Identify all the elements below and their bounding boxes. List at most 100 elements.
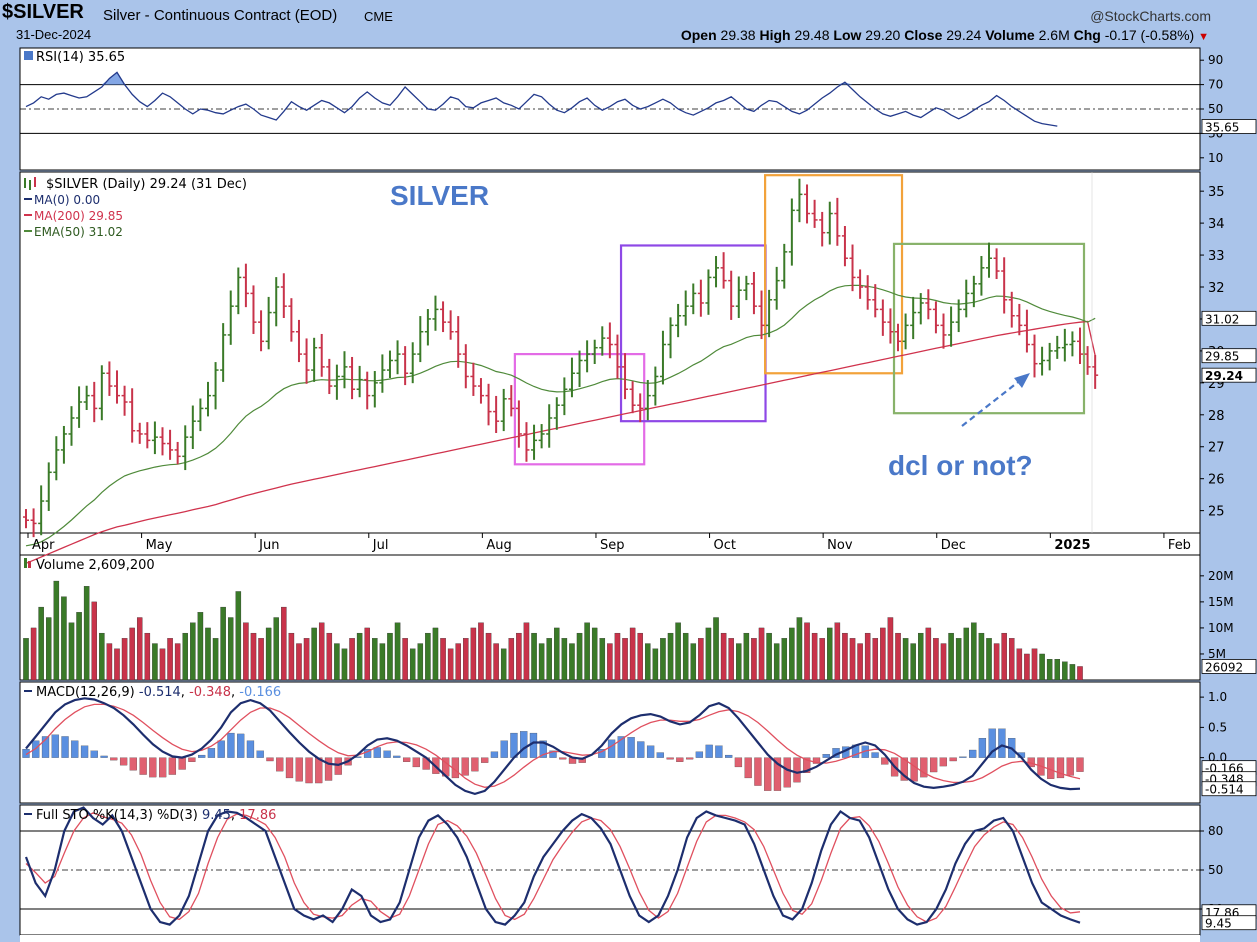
volume-bar bbox=[129, 627, 135, 681]
macd-histogram-bar bbox=[646, 745, 655, 758]
macd-histogram-bar bbox=[627, 737, 635, 758]
volume-tick-label: 10M bbox=[1208, 621, 1234, 635]
volume-bar bbox=[872, 638, 879, 681]
volume-bar bbox=[561, 638, 568, 681]
volume-bar bbox=[379, 643, 386, 681]
volume-bar bbox=[425, 632, 431, 681]
rsi-tick-label: 50 bbox=[1208, 102, 1223, 116]
price-legend-symbol: $SILVER (Daily) 29.24 (31 Dec) bbox=[46, 177, 247, 192]
macd-legend-name: MACD(12,26,9) bbox=[36, 685, 139, 700]
macd-histogram-bar bbox=[315, 757, 323, 784]
volume-bar bbox=[349, 638, 355, 681]
volume-bar bbox=[569, 643, 575, 681]
volume-bar bbox=[387, 632, 393, 681]
macd-last-value: -0.514 bbox=[1205, 783, 1244, 797]
volume-bar bbox=[258, 638, 264, 681]
macd-histogram-bar bbox=[285, 757, 294, 779]
volume-bar bbox=[121, 638, 128, 681]
volume-bar bbox=[720, 632, 727, 681]
macd-histogram-bar bbox=[773, 757, 782, 791]
date-label-Apr: Apr bbox=[32, 538, 55, 553]
sto-legend-name: Full STO %K(14,3) %D(3) bbox=[36, 808, 202, 823]
volume-bar bbox=[136, 617, 143, 681]
volume-bar bbox=[402, 638, 408, 681]
macd-histogram-bar bbox=[949, 757, 957, 762]
volume-bar bbox=[303, 638, 310, 681]
volume-legend-icon bbox=[24, 558, 27, 568]
macd-histogram-bar bbox=[725, 754, 733, 758]
close-value: 29.24 bbox=[946, 27, 982, 43]
volume-bar bbox=[880, 627, 886, 681]
volume-bar bbox=[736, 643, 742, 681]
volume-bar bbox=[554, 627, 560, 681]
volume-bar bbox=[152, 643, 158, 681]
macd-histogram-bar bbox=[51, 734, 59, 758]
volume-bar bbox=[811, 632, 818, 681]
volume-bar bbox=[652, 648, 659, 681]
volume-bar bbox=[1024, 653, 1030, 681]
volume-bar bbox=[341, 648, 348, 681]
volume-bar bbox=[463, 638, 469, 681]
price-tick-label: 32 bbox=[1208, 281, 1225, 296]
silver-annotation: SILVER bbox=[390, 180, 489, 211]
chg-label: Chg bbox=[1073, 27, 1101, 43]
macd-histogram-bar bbox=[617, 736, 625, 758]
price-last-value: 29.24 bbox=[1205, 369, 1243, 383]
volume-bar bbox=[417, 643, 424, 681]
macd-histogram-bar bbox=[988, 728, 996, 758]
volume-bar bbox=[197, 612, 204, 681]
price-tick-label: 25 bbox=[1208, 505, 1225, 520]
rsi-legend-swatch bbox=[24, 51, 33, 60]
macd-histogram-bar bbox=[549, 750, 557, 758]
volume-bar bbox=[212, 638, 219, 681]
macd-histogram-bar bbox=[881, 757, 889, 765]
volume-bar bbox=[690, 643, 697, 681]
macd-histogram-bar bbox=[637, 741, 645, 758]
price-tick-label: 26 bbox=[1208, 473, 1225, 488]
chg-value: -0.17 (-0.58%) bbox=[1104, 27, 1195, 43]
copyright-label[interactable]: @StockCharts.com bbox=[1090, 8, 1211, 24]
macd-histogram-bar bbox=[159, 757, 167, 778]
volume-bar bbox=[925, 627, 932, 681]
volume-bar bbox=[804, 622, 810, 681]
volume-bar bbox=[993, 643, 1000, 681]
volume-bar bbox=[933, 638, 939, 681]
macd-histogram-bar bbox=[695, 751, 704, 758]
macd-histogram-bar bbox=[783, 757, 791, 788]
macd-histogram-bar bbox=[978, 738, 987, 758]
macd-histogram-bar bbox=[412, 757, 420, 768]
macd-histogram-bar bbox=[734, 757, 743, 768]
price-legend-bar-icon-2 bbox=[29, 180, 31, 190]
volume-bar bbox=[986, 638, 992, 681]
macd-histogram-bar bbox=[1066, 757, 1074, 776]
macd-histogram-bar bbox=[149, 757, 157, 778]
volume-bar bbox=[106, 643, 113, 681]
macd-histogram-bar bbox=[207, 748, 216, 758]
bottom-date-strip bbox=[20, 935, 1200, 942]
volume-bar bbox=[857, 643, 863, 681]
ma200-last-value-box bbox=[1201, 348, 1257, 364]
rsi-tick-label: 70 bbox=[1208, 78, 1223, 92]
volume-bar bbox=[523, 622, 530, 681]
macd-histogram-bar bbox=[803, 757, 811, 773]
macd-histogram-bar bbox=[705, 744, 713, 758]
rsi-line bbox=[25, 71, 1058, 127]
macd-histogram-bar bbox=[461, 757, 469, 776]
volume-bar bbox=[629, 627, 636, 681]
volume-bar bbox=[364, 627, 370, 681]
macd-histogram-bar bbox=[266, 757, 274, 762]
volume-bar bbox=[1001, 632, 1007, 681]
sto-tick-label: 80 bbox=[1208, 824, 1223, 838]
macd-histogram-bar bbox=[598, 749, 606, 758]
volume-bar bbox=[698, 638, 704, 681]
volume-bar bbox=[887, 617, 894, 681]
volume-value: 2.6M bbox=[1038, 27, 1070, 43]
volume-bar bbox=[834, 622, 841, 681]
volume-bar bbox=[1062, 661, 1068, 681]
volume-bar bbox=[1046, 659, 1053, 681]
price-tick-label: 33 bbox=[1208, 249, 1225, 264]
date-label-Sep: Sep bbox=[600, 538, 625, 553]
ema50-line bbox=[25, 284, 1096, 547]
down-triangle-icon: ▼ bbox=[1198, 31, 1209, 43]
